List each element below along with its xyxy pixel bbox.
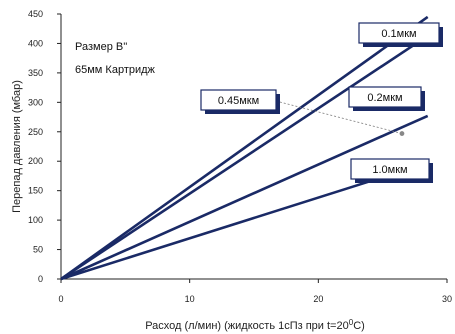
series-label-box — [350, 158, 430, 180]
x-axis-title: Расход (л/мин) (жидкость 1сПз при t=200С… — [145, 318, 365, 332]
series-label-box — [358, 22, 440, 44]
series-line-0.45мкм — [60, 34, 429, 281]
y-tick-label: 150 — [28, 186, 43, 196]
series-label: 1.0мкм — [372, 164, 407, 176]
series-label-box — [348, 86, 422, 108]
y-tick-label: 300 — [28, 97, 43, 107]
y-tick-label: 200 — [28, 156, 43, 166]
annotation-size: Размер B'' — [75, 41, 127, 53]
label-pointer-line — [275, 100, 403, 134]
x-axis-title-main: Расход (л/мин) (жидкость 1сПз при t=20 — [145, 320, 349, 332]
annotation-cartridge: 65мм Картридж — [75, 64, 156, 76]
x-tick-label: 20 — [313, 294, 323, 304]
y-tick-label: 400 — [28, 38, 43, 48]
series-label-box — [200, 89, 277, 111]
series-lines — [60, 15, 429, 281]
y-axis-ticks: 0 50 100 150 200 250 300 350 400 450 — [28, 9, 61, 284]
x-axis-title-superscript: 0 — [349, 318, 354, 327]
series-label: 0.2мкм — [367, 92, 402, 104]
plot-area: 0 50 100 150 200 250 300 350 400 450 0 10 20 30 0.1м… — [28, 9, 452, 304]
series-line-0.2мкм — [60, 114, 429, 281]
x-tick-label: 0 — [58, 294, 63, 304]
y-tick-label: 350 — [28, 68, 43, 78]
y-tick-label: 0 — [38, 274, 43, 284]
series-label: 0.45мкм — [218, 95, 259, 107]
series-labels: 0.1мкм 0.45мкм 0.2мкм 1.0мкм — [200, 22, 443, 183]
x-axis-title-suffix: С) — [353, 320, 365, 332]
series-line-0.1мкм — [60, 15, 429, 281]
x-tick-label: 10 — [185, 294, 195, 304]
y-tick-label: 50 — [33, 245, 43, 255]
y-tick-label: 100 — [28, 215, 43, 225]
x-tick-label: 30 — [442, 294, 452, 304]
y-tick-label: 450 — [28, 9, 43, 19]
series-label: 0.1мкм — [381, 28, 416, 40]
y-axis-title: Перепад давления (мбар) — [11, 80, 23, 213]
label-pointer-dot — [399, 131, 405, 136]
y-tick-label: 250 — [28, 127, 43, 137]
x-axis-ticks: 0 10 20 30 — [58, 279, 452, 304]
